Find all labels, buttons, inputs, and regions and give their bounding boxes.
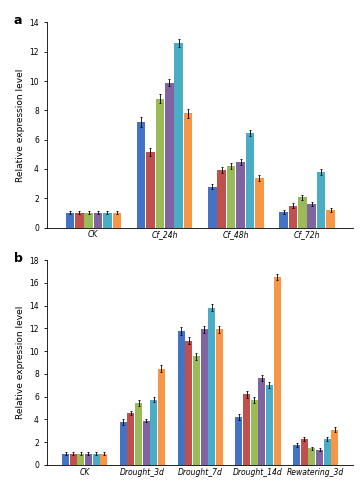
Bar — [331, 430, 338, 465]
Bar — [227, 166, 236, 228]
Bar — [201, 330, 207, 465]
Bar — [317, 172, 325, 228]
Text: b: b — [14, 252, 23, 265]
Bar — [178, 330, 185, 465]
Y-axis label: Relative expression level: Relative expression level — [16, 68, 25, 182]
Bar — [158, 369, 165, 465]
Bar — [70, 454, 77, 465]
Bar — [84, 213, 93, 228]
Bar — [301, 439, 308, 465]
Bar — [316, 450, 323, 465]
Bar — [62, 454, 69, 465]
Bar — [94, 213, 102, 228]
Y-axis label: Relative expression level: Relative expression level — [16, 306, 25, 419]
Bar — [155, 98, 164, 228]
Bar — [77, 454, 84, 465]
Bar — [66, 213, 74, 228]
Bar — [246, 133, 254, 228]
Bar — [255, 178, 264, 228]
Bar — [216, 330, 223, 465]
Bar — [289, 206, 297, 228]
Text: a: a — [14, 14, 22, 28]
Bar — [236, 417, 242, 465]
Bar — [217, 170, 226, 228]
Bar — [112, 213, 121, 228]
Bar — [279, 212, 288, 228]
Bar — [266, 386, 273, 465]
Bar — [143, 420, 150, 465]
Bar — [293, 445, 300, 465]
Bar — [100, 454, 107, 465]
Bar — [208, 186, 217, 228]
Bar — [103, 213, 112, 228]
Bar — [127, 413, 134, 465]
Bar — [135, 403, 142, 465]
Bar — [308, 448, 316, 465]
Bar — [92, 454, 100, 465]
Bar — [243, 394, 250, 465]
Bar — [298, 198, 307, 228]
Bar — [236, 162, 245, 228]
Bar — [308, 204, 316, 228]
Bar — [75, 213, 84, 228]
Bar — [146, 152, 155, 228]
Bar — [324, 439, 331, 465]
Bar — [120, 422, 127, 465]
Bar — [273, 277, 281, 465]
Bar — [258, 378, 265, 465]
Bar — [251, 400, 258, 465]
Legend: CsPUB1, CsPUB27, CsPUB33, CsPUB40, CsPUB73, CsPUB88: CsPUB1, CsPUB27, CsPUB33, CsPUB40, CsPUB… — [74, 264, 327, 276]
Bar — [185, 341, 192, 465]
Bar — [165, 82, 174, 228]
Bar — [326, 210, 335, 228]
Bar — [137, 122, 145, 228]
Bar — [150, 400, 157, 465]
Bar — [85, 454, 92, 465]
Bar — [193, 356, 200, 465]
Bar — [174, 43, 183, 228]
Bar — [184, 114, 193, 228]
Bar — [208, 308, 215, 465]
